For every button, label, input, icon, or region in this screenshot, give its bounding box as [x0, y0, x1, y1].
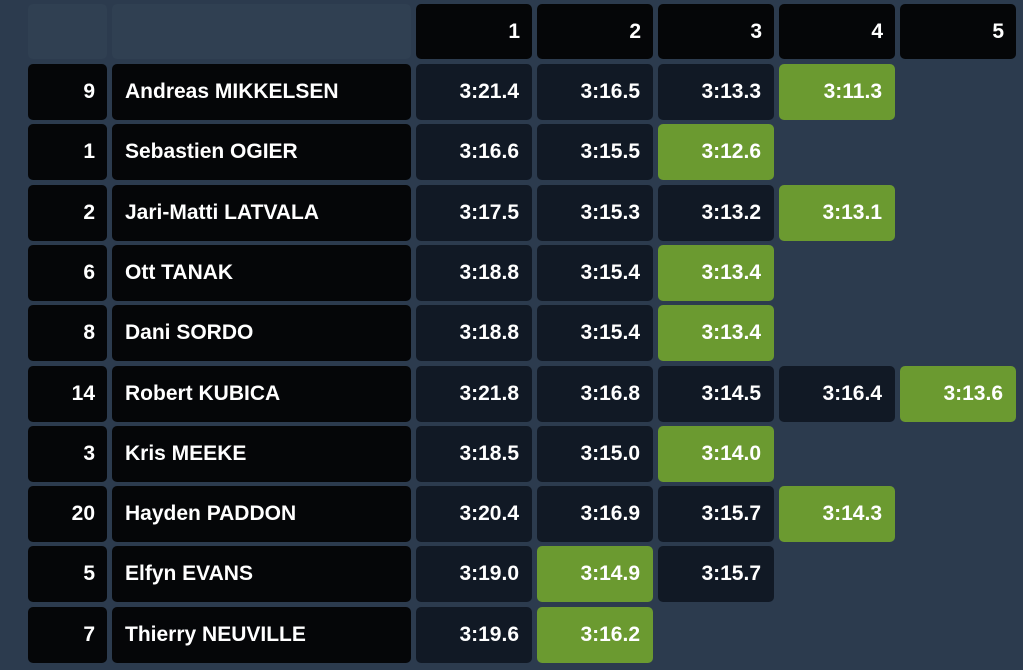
header-blank — [28, 4, 107, 59]
best-time: 3:14.3 — [779, 486, 895, 543]
stage-time: 3:18.8 — [416, 244, 532, 301]
driver-name: Robert KUBICA — [112, 365, 411, 422]
best-time: 3:13.4 — [658, 305, 774, 362]
driver-name: Elfyn EVANS — [112, 546, 411, 603]
column-header: 4 — [779, 4, 895, 59]
stage-time: 3:16.9 — [537, 486, 653, 543]
best-time: 3:12.6 — [658, 124, 774, 181]
driver-name: Kris MEEKE — [112, 425, 411, 482]
driver-name: Andreas MIKKELSEN — [112, 64, 411, 120]
column-header: 5 — [900, 4, 1016, 59]
car-number: 14 — [28, 365, 107, 422]
best-time: 3:13.1 — [779, 184, 895, 241]
stage-time: 3:20.4 — [416, 486, 532, 543]
best-time: 3:13.4 — [658, 244, 774, 301]
stage-time: 3:19.0 — [416, 546, 532, 603]
stage-time: 3:15.3 — [537, 184, 653, 241]
stage-time: 3:14.5 — [658, 365, 774, 422]
driver-name: Sebastien OGIER — [112, 124, 411, 181]
car-number: 1 — [28, 124, 107, 181]
header-blank — [112, 4, 411, 59]
best-time: 3:11.3 — [779, 64, 895, 120]
best-time: 3:14.0 — [658, 425, 774, 482]
stage-time: 3:18.8 — [416, 305, 532, 362]
stage-time: 3:15.4 — [537, 244, 653, 301]
driver-name: Hayden PADDON — [112, 486, 411, 543]
stage-time: 3:21.8 — [416, 365, 532, 422]
stage-time: 3:18.5 — [416, 425, 532, 482]
car-number: 2 — [28, 184, 107, 241]
stage-time: 3:16.8 — [537, 365, 653, 422]
driver-name: Thierry NEUVILLE — [112, 606, 411, 663]
car-number: 7 — [28, 606, 107, 663]
column-header: 3 — [658, 4, 774, 59]
stage-time: 3:16.5 — [537, 64, 653, 120]
best-time: 3:16.2 — [537, 606, 653, 663]
car-number: 9 — [28, 64, 107, 120]
column-header: 2 — [537, 4, 653, 59]
best-time: 3:13.6 — [900, 365, 1016, 422]
car-number: 6 — [28, 244, 107, 301]
car-number: 8 — [28, 305, 107, 362]
stage-time: 3:21.4 — [416, 64, 532, 120]
car-number: 5 — [28, 546, 107, 603]
car-number: 20 — [28, 486, 107, 543]
stage-time: 3:15.4 — [537, 305, 653, 362]
stage-time: 3:15.7 — [658, 486, 774, 543]
stage-time: 3:16.4 — [779, 365, 895, 422]
stage-time: 3:13.3 — [658, 64, 774, 120]
stage-time: 3:15.5 — [537, 124, 653, 181]
stage-time: 3:17.5 — [416, 184, 532, 241]
driver-name: Ott TANAK — [112, 244, 411, 301]
column-header: 1 — [416, 4, 532, 59]
driver-name: Dani SORDO — [112, 305, 411, 362]
stage-time: 3:15.0 — [537, 425, 653, 482]
driver-name: Jari-Matti LATVALA — [112, 184, 411, 241]
stage-time: 3:13.2 — [658, 184, 774, 241]
car-number: 3 — [28, 425, 107, 482]
best-time: 3:14.9 — [537, 546, 653, 603]
stage-time: 3:16.6 — [416, 124, 532, 181]
stage-time: 3:15.7 — [658, 546, 774, 603]
stage-time: 3:19.6 — [416, 606, 532, 663]
